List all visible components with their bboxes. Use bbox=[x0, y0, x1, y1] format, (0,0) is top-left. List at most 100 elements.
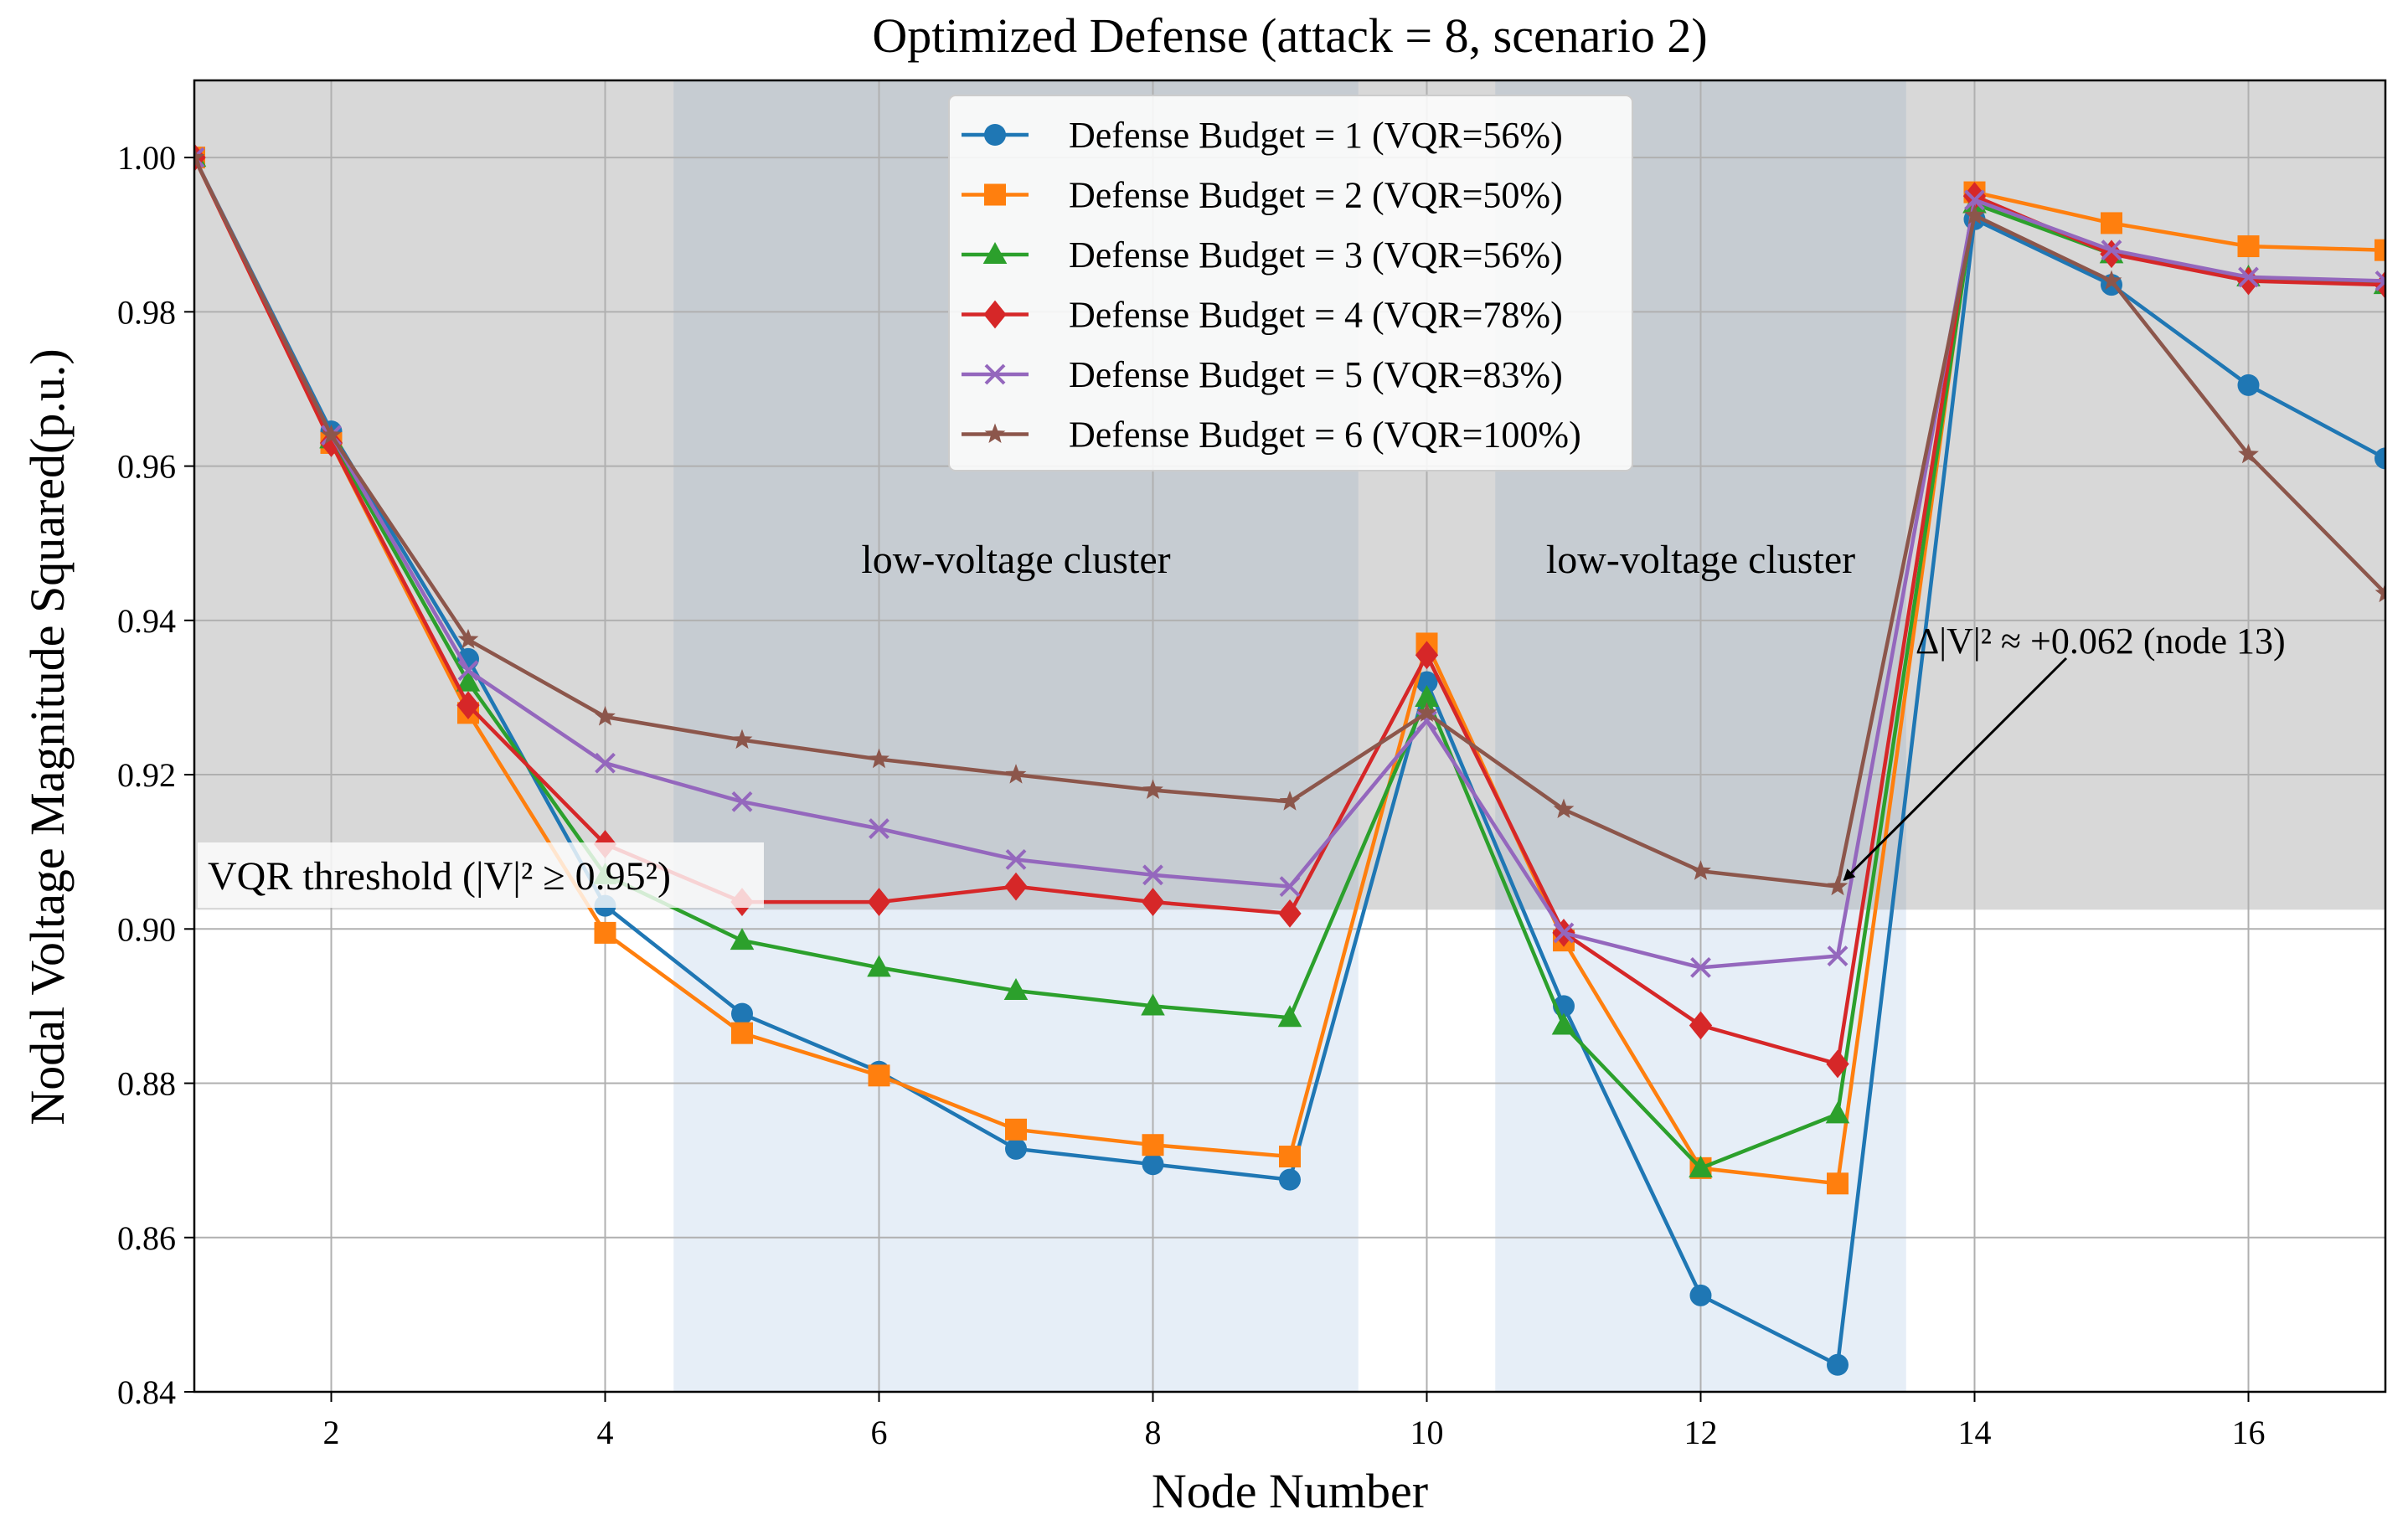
data-point bbox=[1690, 956, 1711, 978]
legend-entry-2: Defense Budget = 2 (VQR=50%) bbox=[962, 175, 1563, 216]
y-tick-label: 0.90 bbox=[117, 910, 176, 948]
data-point bbox=[2238, 266, 2259, 288]
x-tick-label: 6 bbox=[871, 1414, 888, 1451]
legend-entry-1: Defense Budget = 1 (VQR=56%) bbox=[962, 115, 1563, 156]
x-tick-label: 12 bbox=[1684, 1414, 1718, 1451]
annotation-arrow bbox=[1843, 657, 2068, 882]
data-point bbox=[2100, 240, 2123, 269]
annotation-text: Δ|V|² ≈ +0.062 (node 13) bbox=[1916, 621, 2286, 662]
data-point bbox=[1142, 1134, 1164, 1157]
data-point bbox=[1827, 1353, 1849, 1376]
data-point bbox=[2374, 270, 2385, 291]
data-point bbox=[1415, 641, 1439, 670]
data-point bbox=[1279, 791, 1301, 811]
data-point bbox=[2374, 239, 2385, 261]
legend-marker bbox=[984, 363, 1006, 385]
data-point bbox=[1962, 182, 1987, 211]
data-point bbox=[2101, 270, 2122, 290]
data-point bbox=[321, 424, 342, 445]
threshold-label: VQR threshold (|V|² ≥ 0.95²) bbox=[208, 854, 671, 899]
data-point bbox=[595, 706, 616, 726]
legend-marker bbox=[984, 183, 1006, 206]
legend-entry-4: Defense Budget = 4 (VQR=78%) bbox=[962, 295, 1563, 336]
y-axis-label: Nodal Voltage Magnitude Squared(p.u.) bbox=[20, 348, 75, 1125]
legend-label: Defense Budget = 1 (VQR=56%) bbox=[1069, 115, 1563, 156]
data-point bbox=[1005, 848, 1027, 870]
legend-marker bbox=[984, 124, 1006, 146]
data-point bbox=[1142, 864, 1163, 886]
data-point bbox=[1689, 1011, 1713, 1040]
data-point bbox=[2237, 235, 2260, 258]
data-point bbox=[1279, 876, 1301, 898]
legend-label: Defense Budget = 3 (VQR=56%) bbox=[1069, 234, 1563, 276]
data-point bbox=[1827, 1172, 1849, 1195]
data-point bbox=[1278, 899, 1302, 928]
data-point bbox=[1416, 702, 1437, 722]
data-point bbox=[1141, 993, 1165, 1016]
data-point bbox=[2101, 240, 2122, 261]
y-tick-label: 0.84 bbox=[117, 1373, 176, 1411]
data-point bbox=[867, 955, 891, 977]
data-point bbox=[1826, 1049, 1849, 1079]
legend-label: Defense Budget = 4 (VQR=78%) bbox=[1069, 295, 1563, 336]
x-tick-label: 4 bbox=[597, 1414, 614, 1451]
data-point bbox=[456, 691, 480, 720]
data-point bbox=[868, 1064, 890, 1087]
data-point bbox=[1689, 1155, 1713, 1177]
plot-frame bbox=[193, 79, 2387, 1393]
data-point bbox=[194, 147, 205, 167]
data-point bbox=[457, 628, 479, 649]
data-point bbox=[1964, 189, 1985, 211]
legend-label: Defense Budget = 5 (VQR=83%) bbox=[1069, 354, 1563, 395]
data-point bbox=[731, 1002, 753, 1025]
x-tick-label: 14 bbox=[1958, 1414, 1992, 1451]
series-budget-5 bbox=[194, 147, 2385, 978]
data-point bbox=[1415, 684, 1439, 707]
data-point bbox=[319, 429, 343, 457]
data-point bbox=[1551, 1012, 1576, 1035]
legend-label: Defense Budget = 2 (VQR=50%) bbox=[1069, 175, 1563, 216]
y-tick-label: 0.96 bbox=[117, 448, 176, 486]
x-tick-label: 2 bbox=[323, 1414, 340, 1451]
data-point bbox=[2238, 443, 2259, 464]
data-point bbox=[1279, 1146, 1301, 1168]
data-point bbox=[457, 660, 479, 682]
data-point bbox=[1279, 1168, 1301, 1191]
y-tick-label: 0.92 bbox=[117, 756, 176, 794]
data-point bbox=[1689, 1284, 1712, 1306]
legend-marker bbox=[984, 423, 1006, 443]
x-tick-label: 16 bbox=[2232, 1414, 2266, 1451]
y-tick-label: 0.88 bbox=[117, 1065, 176, 1103]
data-point bbox=[2374, 447, 2385, 470]
data-point bbox=[1553, 922, 1575, 944]
x-axis-label: Node Number bbox=[1152, 1464, 1428, 1518]
data-point bbox=[1553, 798, 1575, 818]
series-budget-6 bbox=[194, 147, 2385, 896]
data-point bbox=[1005, 764, 1027, 784]
data-point bbox=[2236, 266, 2261, 296]
legend bbox=[948, 95, 1633, 471]
data-point bbox=[1825, 1101, 1850, 1124]
data-point bbox=[731, 1022, 753, 1044]
y-tick-label: 1.00 bbox=[117, 139, 176, 177]
data-point bbox=[2101, 212, 2122, 234]
x-tick-label: 8 bbox=[1145, 1414, 1162, 1451]
data-point bbox=[2374, 582, 2385, 603]
legend-marker bbox=[982, 242, 1008, 265]
legend-marker bbox=[983, 300, 1007, 329]
data-point bbox=[1827, 875, 1849, 896]
data-point bbox=[1142, 779, 1163, 799]
data-point bbox=[1964, 204, 1985, 224]
data-point bbox=[1141, 888, 1165, 916]
y-tick-label: 0.86 bbox=[117, 1219, 176, 1257]
data-point bbox=[867, 888, 891, 916]
data-point bbox=[1690, 860, 1711, 880]
data-point bbox=[1005, 1137, 1027, 1160]
threshold-label-box bbox=[198, 842, 764, 908]
data-point bbox=[1003, 978, 1029, 1001]
data-point bbox=[869, 748, 889, 769]
data-point bbox=[595, 752, 616, 774]
data-point bbox=[1827, 945, 1849, 966]
